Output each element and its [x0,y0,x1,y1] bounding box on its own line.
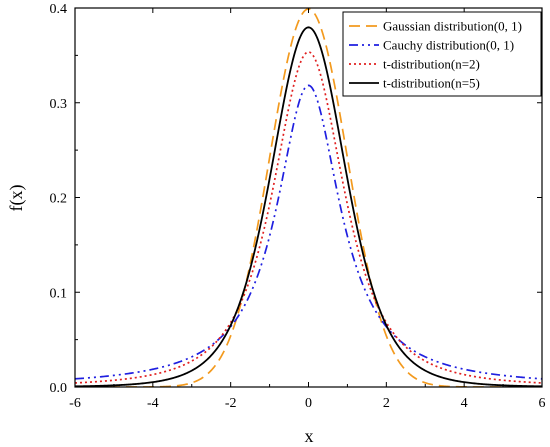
x-tick-label: 2 [383,396,390,411]
x-tick-label: 0 [305,396,312,411]
x-tick-label: -2 [225,396,237,411]
legend-label-2: Cauchy distribution(0, 1) [383,38,514,53]
legend-label-3: t-distribution(n=2) [383,57,480,72]
y-axis-title: f(x) [6,185,27,212]
x-tick-label: 6 [539,396,546,411]
legend-label-4: t-distribution(n=5) [383,76,480,91]
axes-layer: -6 -4 -2 0 2 4 6 0.0 0.1 0.2 0.3 0.4 [50,2,546,411]
y-tick-label: 0.3 [50,97,68,112]
series-line-3 [75,51,542,384]
series-line-2 [75,84,542,380]
y-tick-label: 0.4 [50,2,68,17]
x-axis-title: x [305,426,314,446]
legend-label-1: Gaussian distribution(0, 1) [383,19,522,34]
y-tick-label: 0.2 [50,192,68,207]
x-tick-label: 4 [461,396,468,411]
x-tick-label: -6 [69,396,81,411]
y-tick-label: 0.1 [50,286,68,301]
y-tick-label: 0.0 [50,381,68,396]
x-tick-label: -4 [147,396,159,411]
legend: Gaussian distribution(0, 1) Cauchy distri… [342,11,542,97]
